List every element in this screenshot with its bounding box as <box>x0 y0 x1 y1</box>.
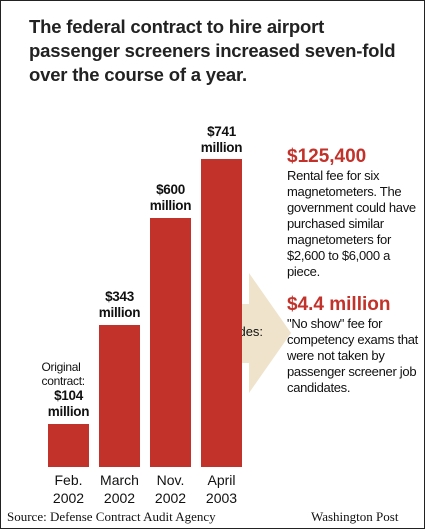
credit: Washington Post <box>311 509 399 524</box>
value-label: $741 million <box>200 123 243 155</box>
source: Source: Defense Contract Audit Agency <box>7 509 216 524</box>
value-label-group: $600 million <box>138 182 204 214</box>
bar <box>48 423 89 467</box>
note-heading: $125,400 <box>287 146 367 167</box>
bar <box>150 218 191 467</box>
chart-title: The federal contract to hire airport pas… <box>29 16 396 85</box>
x-tick-label: March 2002 <box>100 472 139 506</box>
note-text: "No show" fee for competency exams that … <box>287 316 418 395</box>
notes: $125,400 Rental fee for six magnetometers… <box>287 146 422 396</box>
value-label: $343 million <box>98 288 141 320</box>
bar-annotation: Original contract: <box>41 359 86 388</box>
value-label-group: $741 million <box>189 124 255 156</box>
value-label-group: Original contract: $104 million <box>36 360 102 420</box>
bar <box>201 159 242 467</box>
bar <box>99 324 140 467</box>
value-label: $600 million <box>149 182 192 213</box>
value-label-group: $343 million <box>87 289 153 321</box>
value-label: $104 million <box>47 387 90 419</box>
x-tick-label: Feb. 2002 <box>52 472 85 506</box>
note-text: Rental fee for six magnetometers. The go… <box>287 168 416 279</box>
x-tick-label: Nov. 2002 <box>154 472 187 506</box>
note-heading: $4.4 million <box>287 294 391 315</box>
x-tick-label: April 2003 <box>205 472 238 506</box>
